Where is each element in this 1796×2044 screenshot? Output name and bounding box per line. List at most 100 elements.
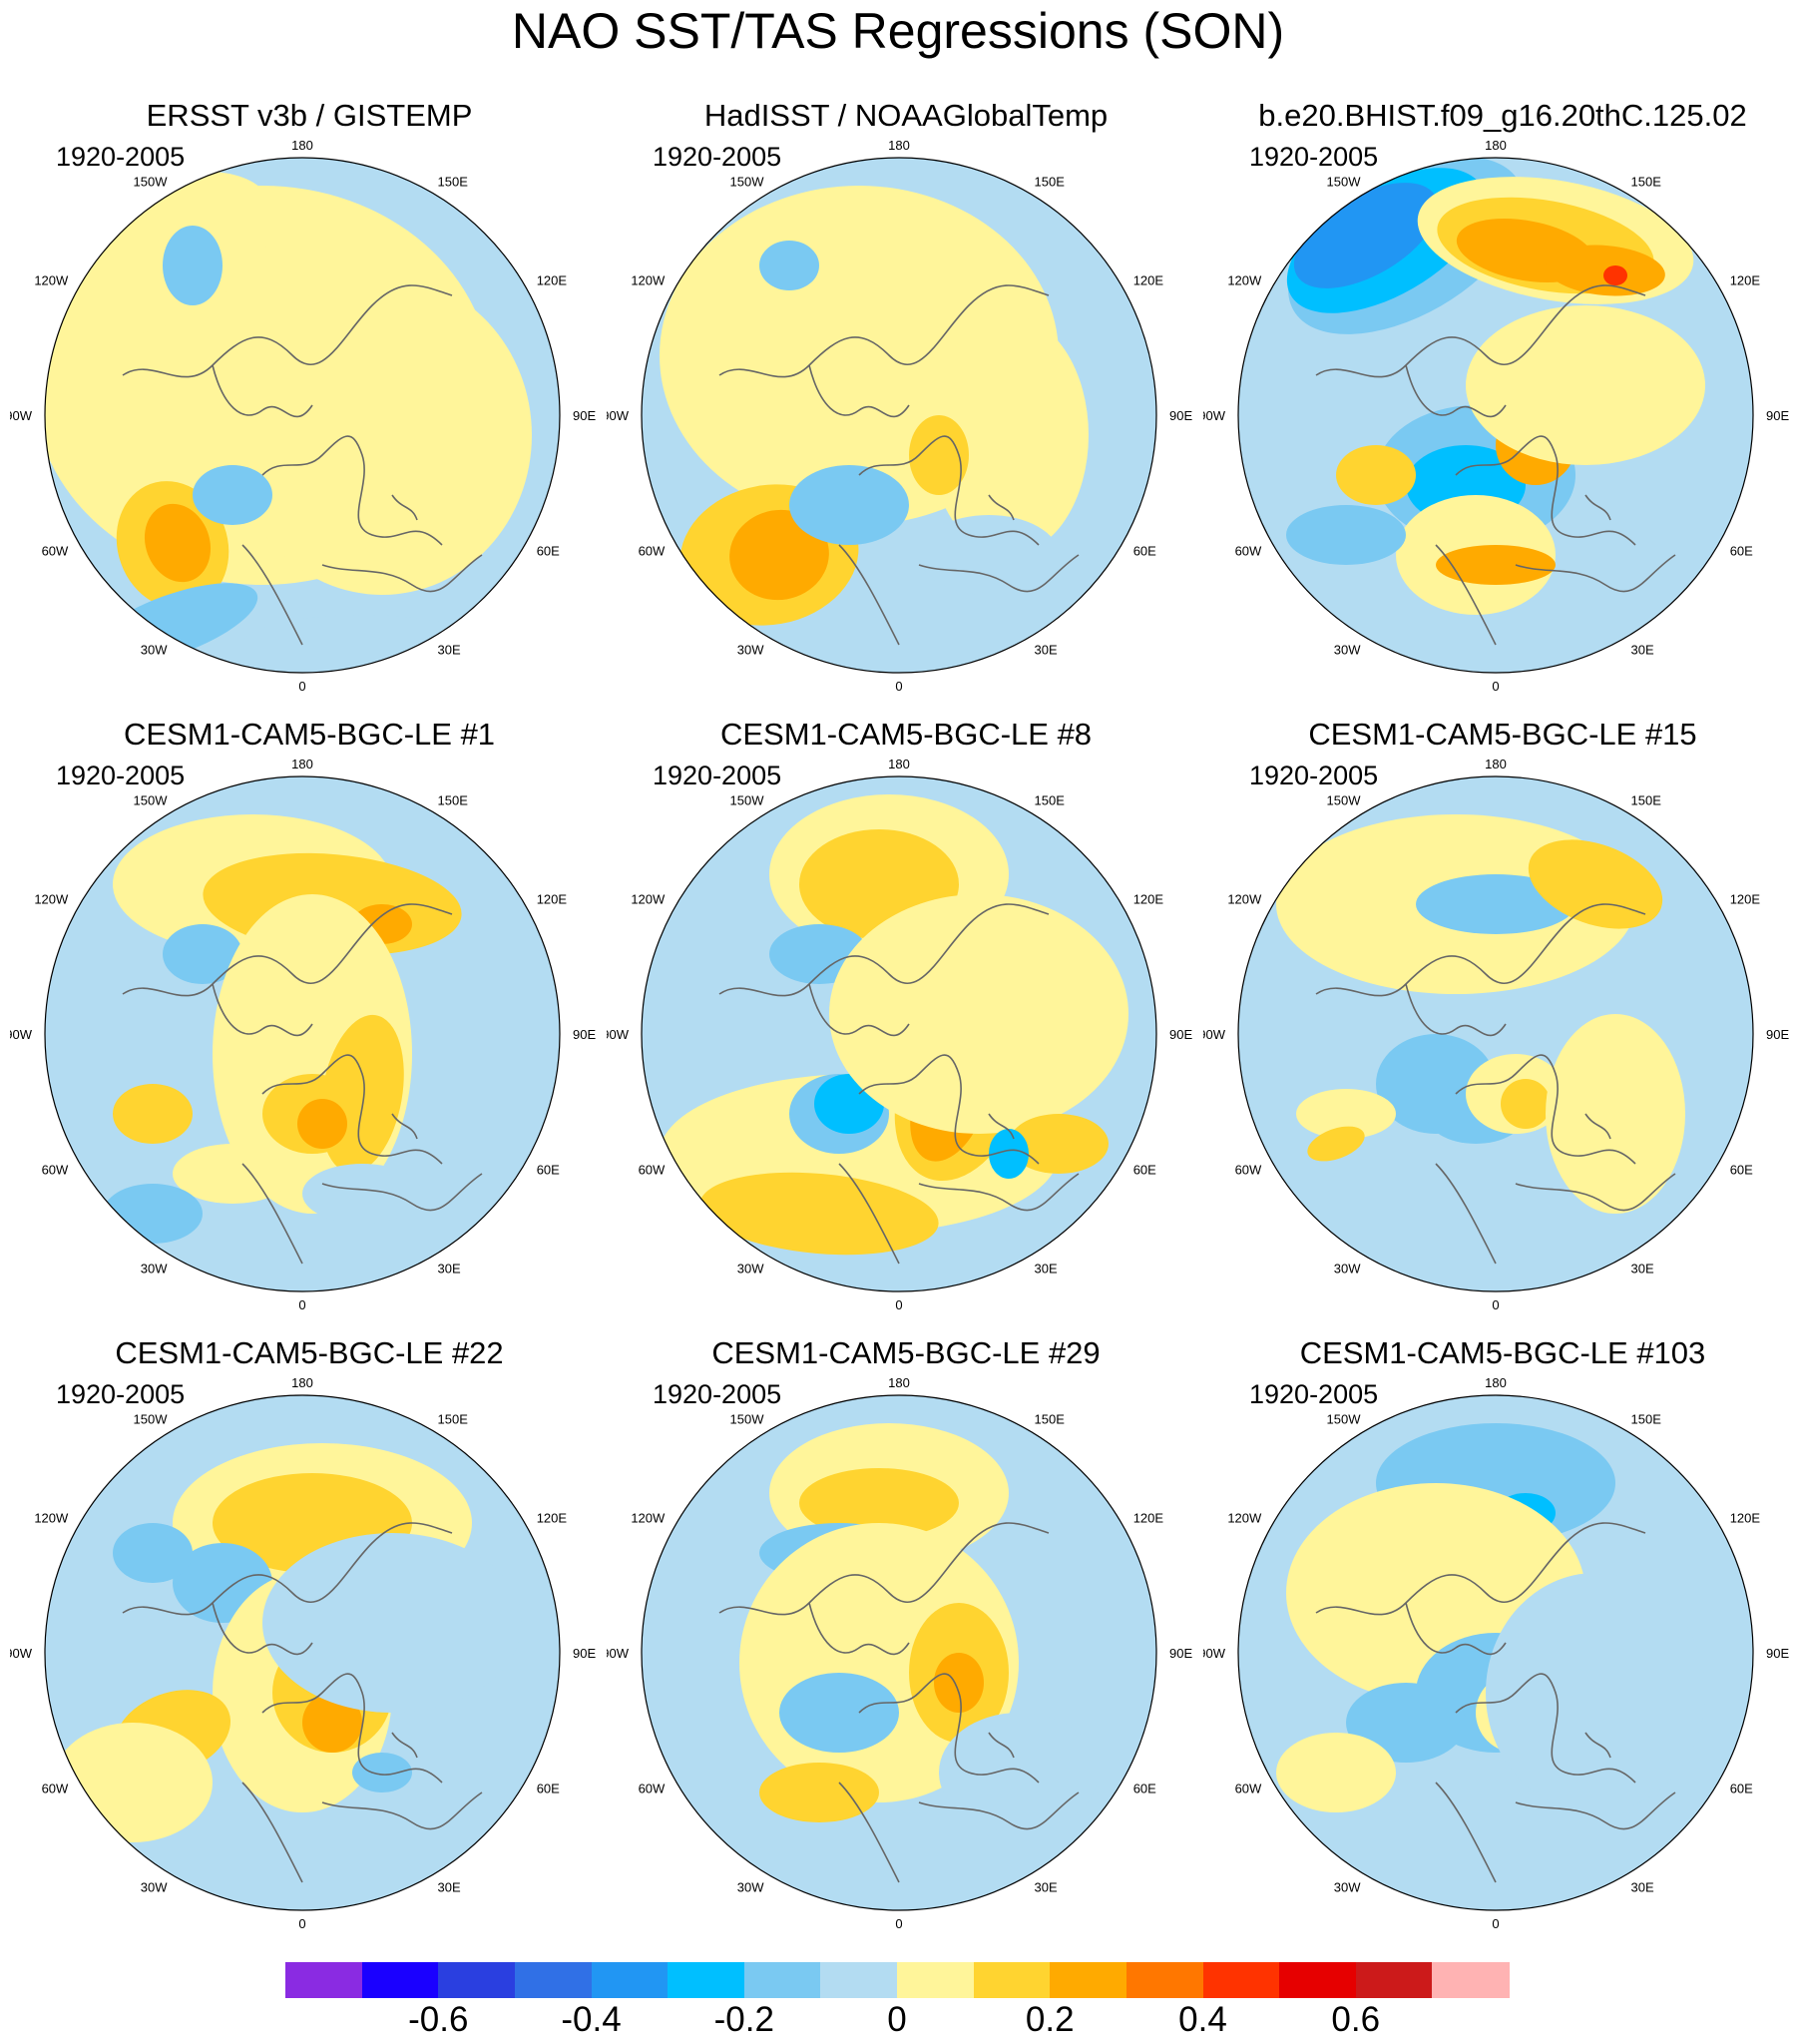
longitude-label: 60E xyxy=(537,1163,560,1178)
longitude-label: 180 xyxy=(1485,1375,1507,1390)
longitude-label: 30E xyxy=(1631,1262,1654,1277)
longitude-label: 0 xyxy=(1492,1916,1499,1931)
map-border xyxy=(44,775,561,1292)
panel-period: 1920-2005 xyxy=(653,142,782,172)
polar-map: 180 150E 120E 90E 60E 30E 0 30W 60W 90W 120W 150W xyxy=(607,1375,1192,1931)
longitude-label: 180 xyxy=(1485,138,1507,153)
polar-map: 180 150E 120E 90E 60E 30E 0 30W 60W 90W 120W 150W xyxy=(10,757,596,1312)
longitude-label: 30E xyxy=(438,643,461,658)
longitude-label: 30E xyxy=(1035,643,1058,658)
polar-map: 180 150E 120E 90E 60E 30E 0 30W 60W 90W 120W 150W xyxy=(607,757,1192,1312)
longitude-label: 0 xyxy=(1492,1297,1499,1312)
map-panel: CESM1-CAM5-BGC-LE #1 1920-2005 180 150E 120E… xyxy=(10,717,609,1335)
colorbar-swatch xyxy=(361,1962,439,1998)
colorbar-swatch xyxy=(1279,1962,1357,1998)
longitude-label: 90W xyxy=(1203,1027,1226,1042)
longitude-label: 30E xyxy=(438,1262,461,1277)
longitude-label: 0 xyxy=(298,1916,305,1931)
longitude-label: 150W xyxy=(730,174,765,189)
colorbar-tick-label: -0.2 xyxy=(713,2000,774,2039)
anomaly-contour xyxy=(909,415,969,495)
longitude-label: 120W xyxy=(34,1511,69,1526)
colorbar-swatch xyxy=(668,1962,745,1998)
map-panel: ERSST v3b / GISTEMP 1920-2005 180 150E 120E 9… xyxy=(10,98,609,717)
coastline xyxy=(718,903,1050,997)
panel-period: 1920-2005 xyxy=(56,761,186,790)
longitude-label: 60W xyxy=(639,544,666,559)
map-panel: CESM1-CAM5-BGC-LE #15 1920-2005 180 150E 120… xyxy=(1203,717,1796,1335)
coastline xyxy=(858,435,1040,546)
anomaly-contour xyxy=(144,503,212,583)
anomaly-contour xyxy=(759,1763,879,1822)
longitude-label: 150E xyxy=(1035,174,1066,189)
coastline xyxy=(1405,364,1507,418)
longitude-label: 150W xyxy=(134,1411,169,1426)
anomaly-contour xyxy=(1336,445,1416,505)
longitude-label: 90E xyxy=(573,408,596,423)
panel-title: CESM1-CAM5-BGC-LE #1 xyxy=(123,717,496,752)
anomaly-contour xyxy=(729,509,829,601)
panel-title: HadISST / NOAAGlobalTemp xyxy=(703,98,1109,133)
longitude-label: 120W xyxy=(1227,1511,1262,1526)
anomaly-contour xyxy=(1416,874,1575,934)
coastline xyxy=(321,554,483,593)
anomaly-contour xyxy=(1307,1126,1365,1162)
longitude-label: 30W xyxy=(1334,643,1361,658)
anomaly-contour xyxy=(1436,545,1556,585)
longitude-label: 60E xyxy=(1730,544,1753,559)
coastline xyxy=(212,983,313,1037)
coastline xyxy=(391,1732,418,1759)
colorbar-swatch xyxy=(1125,1962,1203,1998)
longitude-label: 60W xyxy=(639,1782,666,1796)
polar-map: 180 150E 120E 90E 60E 30E 0 30W 60W 90W 120W 150W xyxy=(607,138,1192,694)
colorbar-swatch xyxy=(438,1962,516,1998)
longitude-label: 60E xyxy=(537,544,560,559)
anomaly-contour xyxy=(989,1129,1029,1179)
longitude-label: 120E xyxy=(1730,1511,1761,1526)
coastline xyxy=(212,364,313,418)
longitude-label: 30W xyxy=(737,1880,764,1895)
longitude-label: 150E xyxy=(438,1411,469,1426)
longitude-label: 180 xyxy=(1485,757,1507,771)
map-border xyxy=(641,775,1157,1292)
anomaly-contour xyxy=(163,924,242,984)
longitude-label: 90W xyxy=(607,1646,630,1661)
anomaly-contour xyxy=(789,465,909,545)
anomaly-contour xyxy=(302,1164,422,1224)
anomaly-contour xyxy=(1466,305,1705,465)
longitude-label: 150E xyxy=(1631,792,1662,807)
map-panel: b.e20.BHIST.f09_g16.20thC.125.02 1920-200… xyxy=(1203,98,1796,717)
coastline xyxy=(1405,983,1507,1037)
longitude-label: 30E xyxy=(438,1880,461,1895)
longitude-label: 60E xyxy=(1133,1163,1156,1178)
coastline xyxy=(718,284,1050,378)
longitude-label: 0 xyxy=(298,1297,305,1312)
map-border xyxy=(44,1394,561,1911)
coastline xyxy=(391,494,418,521)
coastline xyxy=(1515,1791,1676,1830)
coastline xyxy=(261,435,443,546)
figure-title: NAO SST/TAS Regressions (SON) xyxy=(511,3,1285,59)
anomaly-contour xyxy=(1486,1573,1705,1812)
longitude-label: 120W xyxy=(631,273,666,288)
longitude-label: 120W xyxy=(34,273,69,288)
coastline xyxy=(1435,1782,1497,1883)
longitude-label: 120E xyxy=(537,1511,568,1526)
coastline xyxy=(261,1054,443,1165)
longitude-label: 120W xyxy=(631,1511,666,1526)
colorbar-swatch xyxy=(743,1962,821,1998)
anomaly-contour xyxy=(779,1673,899,1753)
coastline xyxy=(808,1602,910,1656)
map-panel: CESM1-CAM5-BGC-LE #8 1920-2005 180 150E 120E… xyxy=(607,717,1205,1335)
longitude-label: 30W xyxy=(1334,1262,1361,1277)
longitude-label: 180 xyxy=(888,1375,910,1390)
panel-period: 1920-2005 xyxy=(653,1379,782,1409)
polar-map: 180 150E 120E 90E 60E 30E 0 30W 60W 90W 120W 150W xyxy=(1203,138,1789,694)
longitude-label: 30E xyxy=(1035,1880,1058,1895)
map-panel: HadISST / NOAAGlobalTemp 1920-2005 180 150E… xyxy=(607,98,1205,717)
coastline xyxy=(838,1163,900,1265)
anomaly-contour xyxy=(1286,505,1406,565)
longitude-label: 150W xyxy=(1327,1411,1362,1426)
longitude-label: 150E xyxy=(1035,792,1066,807)
coastline xyxy=(1315,903,1646,997)
